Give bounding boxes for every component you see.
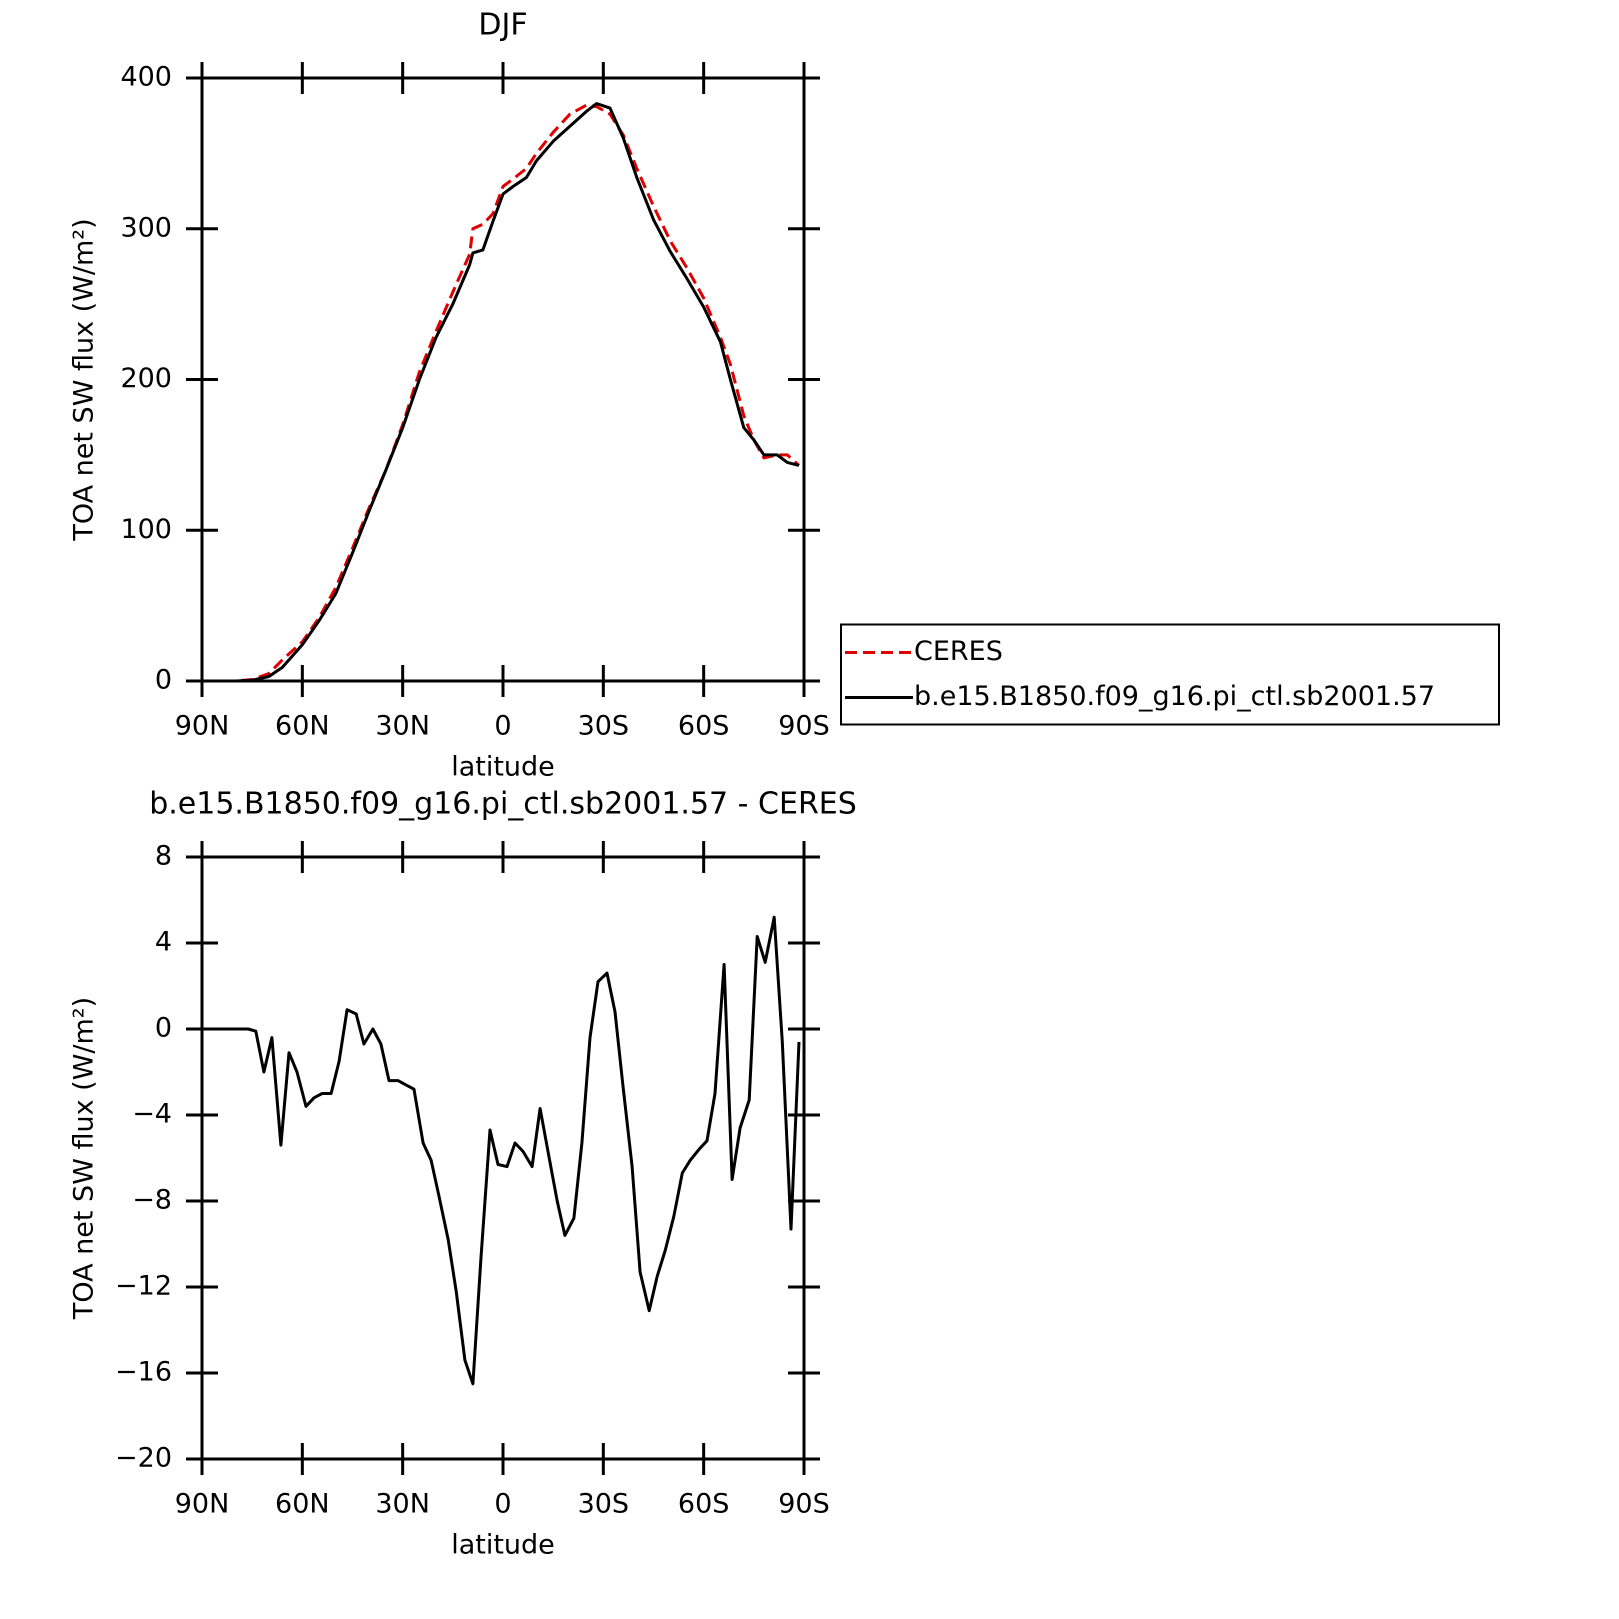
- y-axis-label: TOA net SW flux (W/m²): [69, 218, 100, 541]
- y-tick-label: −4: [132, 1099, 172, 1130]
- legend-label: CERES: [914, 636, 1003, 667]
- series-line: [205, 102, 800, 683]
- legend-label: b.e15.B1850.f09_g16.pi_ctl.sb2001.57: [914, 681, 1435, 712]
- x-tick-label: 30N: [375, 1489, 430, 1520]
- x-axis-label: latitude: [451, 1530, 555, 1561]
- chart-title: b.e15.B1850.f09_g16.pi_ctl.sb2001.57 - C…: [149, 787, 857, 822]
- y-tick-label: 8: [155, 841, 172, 872]
- chart-title: DJF: [478, 8, 527, 43]
- y-tick-label: −12: [115, 1271, 172, 1302]
- plot-frame: [200, 76, 806, 683]
- x-tick-label: 90N: [175, 1489, 230, 1520]
- x-tick-label: 60S: [678, 711, 730, 742]
- y-tick-label: 0: [155, 1013, 172, 1044]
- x-tick-label: 90S: [778, 1489, 830, 1520]
- y-tick-label: −16: [115, 1357, 172, 1388]
- y-axis-label: TOA net SW flux (W/m²): [69, 997, 100, 1320]
- x-tick-label: 60S: [678, 1489, 730, 1520]
- y-tick-label: 100: [120, 514, 172, 545]
- y-tick-label: −20: [115, 1443, 172, 1474]
- legend-box: [840, 623, 1500, 726]
- x-tick-label: 60N: [275, 1489, 330, 1520]
- x-tick-label: 60N: [275, 711, 330, 742]
- x-tick-label: 30S: [578, 1489, 630, 1520]
- x-axis-label: latitude: [451, 752, 555, 783]
- x-tick-label: 90S: [778, 711, 830, 742]
- y-tick-label: 300: [120, 212, 172, 243]
- y-tick-label: 4: [155, 927, 172, 958]
- series-line: [205, 915, 801, 1386]
- plot-frame: [200, 855, 806, 1461]
- y-tick-label: −8: [132, 1185, 172, 1216]
- x-tick-label: 30N: [375, 711, 430, 742]
- y-tick-label: 200: [120, 363, 172, 394]
- series-line: [205, 103, 801, 683]
- y-tick-label: 400: [120, 62, 172, 93]
- x-tick-label: 0: [494, 711, 511, 742]
- x-tick-label: 90N: [175, 711, 230, 742]
- x-tick-label: 0: [494, 1489, 511, 1520]
- y-tick-label: 0: [155, 665, 172, 696]
- x-tick-label: 30S: [578, 711, 630, 742]
